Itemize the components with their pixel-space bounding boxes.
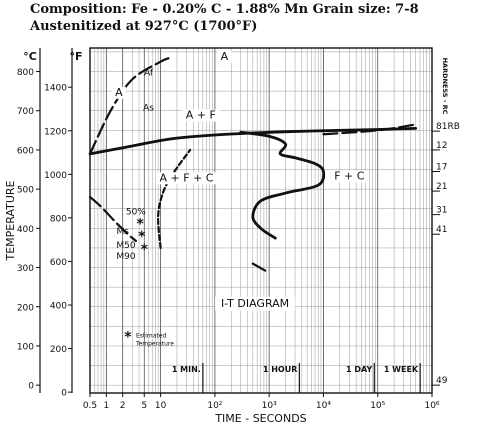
- celsius-tick-label: 200: [17, 303, 34, 313]
- celsius-tick-label: 300: [17, 264, 34, 274]
- celsius-tick-label: 800: [17, 68, 34, 78]
- x-tick-label: 10³: [262, 401, 277, 411]
- time-mark-label: 1 DAY: [346, 365, 372, 374]
- celsius-tick-label: 100: [17, 342, 34, 352]
- fahrenheit-tick-label: 0: [61, 389, 67, 399]
- temperature-label: M90: [116, 252, 135, 262]
- celsius-tick-label: 500: [17, 186, 34, 196]
- x-tick-label: 1: [103, 401, 109, 411]
- time-mark-label: 1 MIN.: [172, 365, 201, 374]
- hardness-tick-label: 81RB: [436, 122, 460, 132]
- hardness-tick-label: 49: [436, 376, 448, 386]
- x-tick-label: 0.5: [83, 401, 97, 411]
- hardness-tick-label: 41: [436, 225, 447, 235]
- celsius-tick-label: 700: [17, 107, 34, 117]
- temperature-label: Ms: [116, 227, 129, 237]
- celsius-tick-label: 400: [17, 225, 34, 235]
- x-tick-label: 10⁴: [316, 401, 331, 411]
- fahrenheit-unit: °F: [69, 50, 82, 63]
- hardness-tick-label: 12: [436, 141, 447, 151]
- x-tick-label: 10: [155, 401, 167, 411]
- region-label: A: [221, 50, 229, 63]
- hardness-tick-label: 17: [436, 162, 447, 172]
- x-axis-label: TIME - SECONDS: [214, 412, 306, 425]
- temperature-label: M50: [116, 241, 135, 251]
- x-tick-label: 5: [141, 401, 147, 411]
- hardness-tick-label: 31: [436, 206, 447, 216]
- hardness-label: HARDNESS - RC: [441, 58, 449, 115]
- celsius-unit: °C: [23, 50, 37, 63]
- celsius-tick-label: 0: [28, 382, 34, 392]
- region-label: A: [115, 86, 123, 99]
- x-tick-label: 10⁵: [370, 401, 385, 411]
- fahrenheit-tick-label: 200: [50, 345, 67, 355]
- temperature-label: As: [143, 104, 154, 114]
- region-label: A + F + C: [160, 171, 214, 184]
- y-axis-label: TEMPERATURE: [4, 180, 17, 261]
- fahrenheit-tick-label: 1400: [44, 84, 67, 94]
- legend-estimated-line1: Estimated: [136, 332, 167, 339]
- transformation-curve-1: [90, 197, 136, 241]
- fahrenheit-tick-label: 1000: [44, 171, 67, 181]
- legend-estimated-line2: Temperature: [135, 340, 174, 347]
- time-mark-label: 1 HOUR: [263, 365, 298, 374]
- region-label: F + C: [334, 169, 365, 182]
- region-label: A + F: [186, 109, 216, 122]
- time-mark-label: 1 WEEK: [384, 365, 419, 374]
- fahrenheit-tick-label: 800: [50, 214, 67, 224]
- chart-title: I-T DIAGRAM: [221, 297, 289, 310]
- celsius-tick-label: 600: [17, 146, 34, 156]
- estimated-point-marker: *: [124, 329, 132, 345]
- temperature-label: Af: [144, 68, 154, 78]
- hardness-tick-label: 21: [436, 182, 447, 192]
- fahrenheit-tick-label: 600: [50, 258, 67, 268]
- x-tick-label: 10⁶: [424, 401, 439, 411]
- fahrenheit-tick-label: 400: [50, 302, 67, 312]
- fahrenheit-tick-label: 1200: [44, 127, 67, 137]
- transformation-curve-2: [158, 150, 190, 248]
- x-tick-label: 2: [120, 401, 126, 411]
- estimated-point-marker: *: [141, 242, 149, 258]
- x-tick-label: 10²: [207, 401, 222, 411]
